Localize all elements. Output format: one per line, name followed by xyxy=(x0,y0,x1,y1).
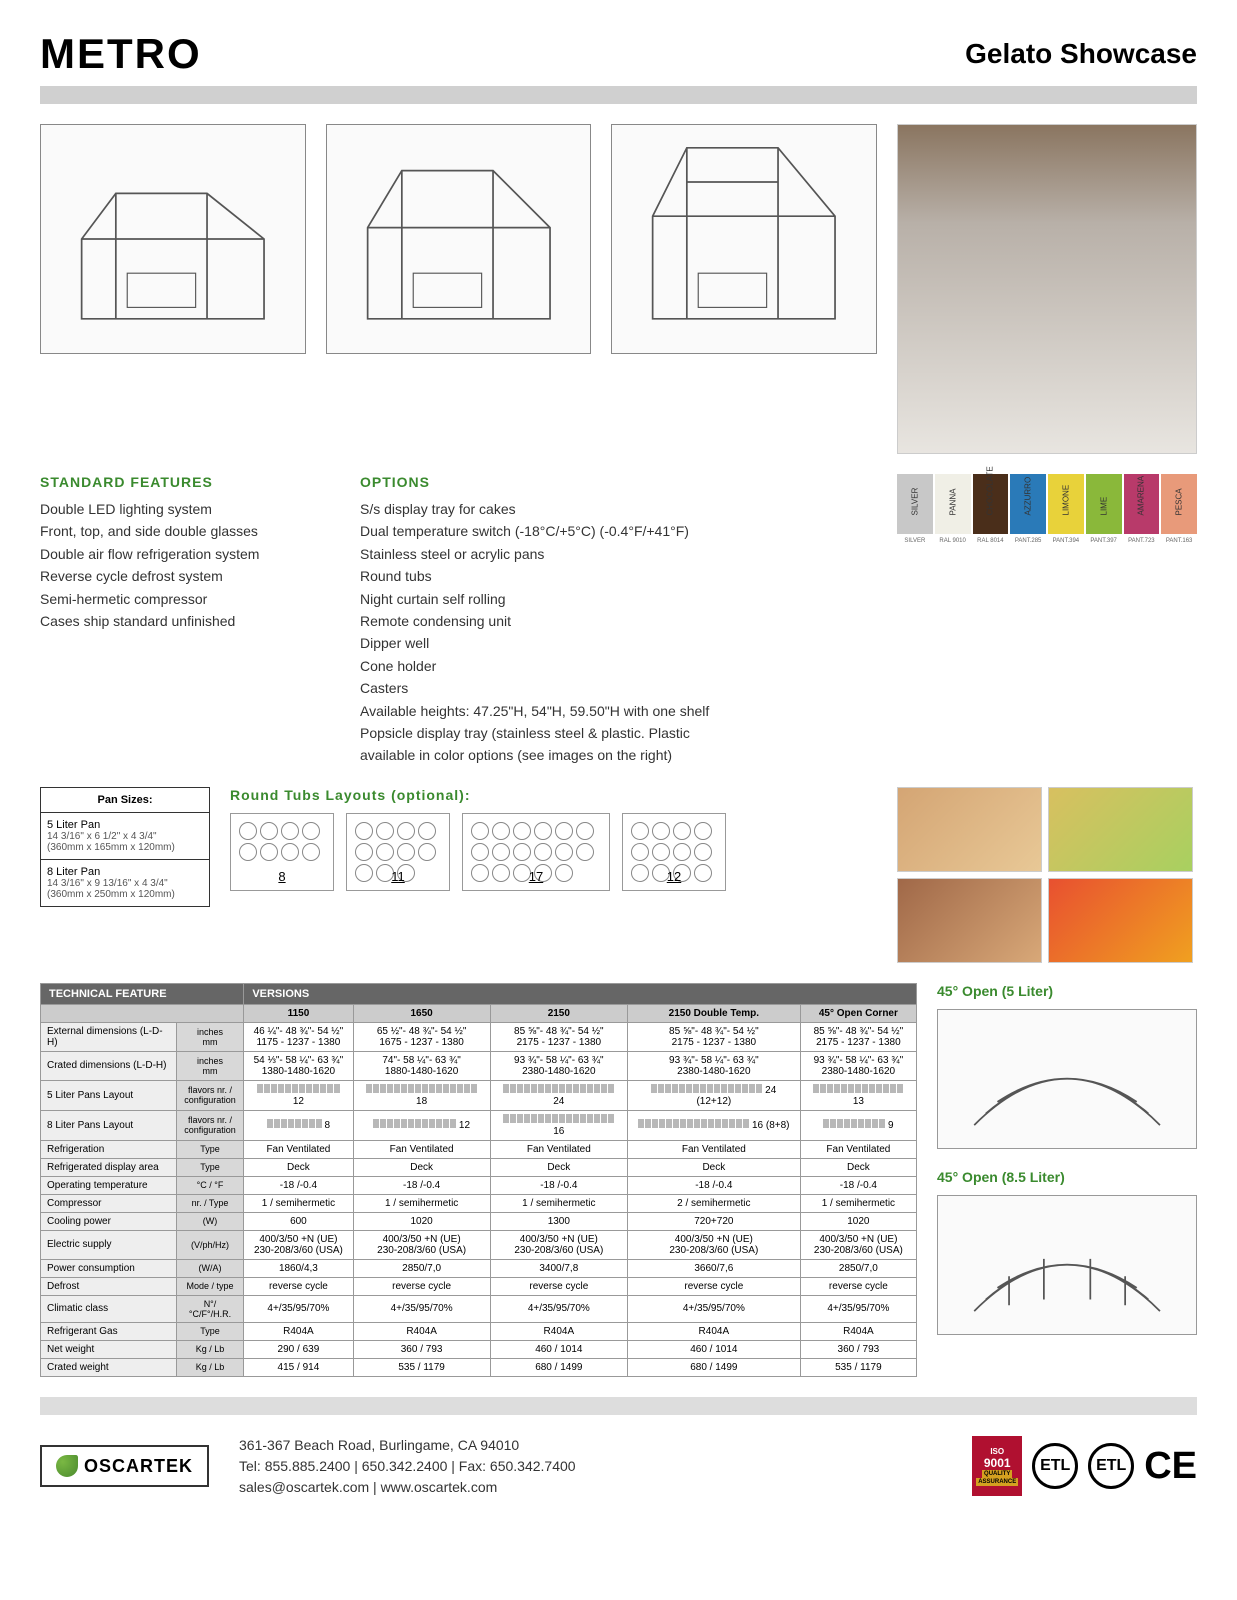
feature-item: Cases ship standard unfinished xyxy=(40,610,330,632)
page-title: METRO xyxy=(40,30,202,78)
feature-item: Reverse cycle defrost system xyxy=(40,565,330,587)
options-heading: OPTIONS xyxy=(360,474,780,490)
header: METRO Gelato Showcase xyxy=(40,30,1197,78)
thumbnail xyxy=(1048,787,1193,872)
pan-layouts-row: Pan Sizes: 5 Liter Pan14 3/16" x 6 1/2" … xyxy=(40,787,1197,963)
dimension-diagram-2 xyxy=(326,124,592,354)
corner-8l-diagram xyxy=(937,1195,1197,1335)
option-item: S/s display tray for cakes xyxy=(360,498,780,520)
features-options-row: STANDARD FEATURES Double LED lighting sy… xyxy=(40,474,1197,767)
options-list: S/s display tray for cakesDual temperatu… xyxy=(360,498,780,767)
web-email: sales@oscartek.com | www.oscartek.com xyxy=(239,1477,942,1498)
address: 361-367 Beach Road, Burlingame, CA 94010 xyxy=(239,1435,942,1456)
corner-5l-heading: 45° Open (5 Liter) xyxy=(937,983,1197,999)
swatch-captions: SILVERRAL 9010RAL 8014PANT.285PANT.394PA… xyxy=(897,538,1197,544)
color-swatch: PANNA xyxy=(935,474,971,534)
corner-5l-diagram xyxy=(937,1009,1197,1149)
color-swatch: LIME xyxy=(1086,474,1122,534)
etl-us-badge: ETL xyxy=(1088,1443,1134,1489)
option-item: available in color options (see images o… xyxy=(360,744,780,766)
pan-sizes-table: Pan Sizes: 5 Liter Pan14 3/16" x 6 1/2" … xyxy=(40,787,210,907)
option-item: Popsicle display tray (stainless steel &… xyxy=(360,722,780,744)
iso-badge: ISO 9001 QUALITY ASSURANCE xyxy=(972,1436,1022,1496)
telephone: Tel: 855.885.2400 | 650.342.2400 | Fax: … xyxy=(239,1456,942,1477)
feature-item: Front, top, and side double glasses xyxy=(40,520,330,542)
page-subtitle: Gelato Showcase xyxy=(965,38,1197,70)
option-item: Cone holder xyxy=(360,655,780,677)
option-item: Dual temperature switch (-18°C/+5°C) (-0… xyxy=(360,520,780,542)
brand-logo: OSCARTEK xyxy=(40,1445,209,1487)
dimension-diagram-1 xyxy=(40,124,306,354)
thumbnail xyxy=(897,787,1042,872)
pan-size-row: 5 Liter Pan14 3/16" x 6 1/2" x 4 3/4"(36… xyxy=(41,813,209,860)
option-item: Round tubs xyxy=(360,565,780,587)
option-item: Available heights: 47.25"H, 54"H, 59.50"… xyxy=(360,700,780,722)
feature-item: Double air flow refrigeration system xyxy=(40,543,330,565)
contact-info: 361-367 Beach Road, Burlingame, CA 94010… xyxy=(239,1435,942,1498)
diagrams-row xyxy=(40,124,1197,454)
feature-item: Semi-hermetic compressor xyxy=(40,588,330,610)
pan-sizes-heading: Pan Sizes: xyxy=(41,788,209,813)
color-swatch: LIMONE xyxy=(1048,474,1084,534)
option-item: Casters xyxy=(360,677,780,699)
tub-layout: 17 xyxy=(462,813,610,891)
product-photo xyxy=(897,124,1197,454)
tub-layout: 12 xyxy=(622,813,726,891)
standard-features-list: Double LED lighting systemFront, top, an… xyxy=(40,498,330,632)
option-item: Remote condensing unit xyxy=(360,610,780,632)
color-swatch: SILVER xyxy=(897,474,933,534)
tub-layout: 8 xyxy=(230,813,334,891)
color-swatches: SILVERPANNACHOCOLATEAZZURROLIMONELIMEAMA… xyxy=(897,474,1197,534)
pan-size-row: 8 Liter Pan14 3/16" x 9 13/16" x 4 3/4"(… xyxy=(41,860,209,906)
ce-mark: CE xyxy=(1144,1445,1197,1488)
feature-item: Double LED lighting system xyxy=(40,498,330,520)
standard-features-heading: STANDARD FEATURES xyxy=(40,474,330,490)
round-tubs-layouts: 8111712 xyxy=(230,813,877,891)
thumbnail xyxy=(897,878,1042,963)
header-bar xyxy=(40,86,1197,104)
thumbnail xyxy=(1048,878,1193,963)
footer: OSCARTEK 361-367 Beach Road, Burlingame,… xyxy=(40,1397,1197,1498)
leaf-icon xyxy=(56,1455,78,1477)
corner-8l-heading: 45° Open (8.5 Liter) xyxy=(937,1169,1197,1185)
brand-name: OSCARTEK xyxy=(84,1456,193,1477)
option-thumbnails xyxy=(897,787,1197,963)
option-item: Night curtain self rolling xyxy=(360,588,780,610)
technical-features-table: TECHNICAL FEATUREVERSIONS115016502150215… xyxy=(40,983,917,1377)
certifications: ISO 9001 QUALITY ASSURANCE ETL ETL CE xyxy=(972,1436,1197,1496)
color-swatch: PESCA xyxy=(1161,474,1197,534)
dimension-diagram-3 xyxy=(611,124,877,354)
color-swatch: AMARENA xyxy=(1124,474,1160,534)
option-item: Stainless steel or acrylic pans xyxy=(360,543,780,565)
option-item: Dipper well xyxy=(360,632,780,654)
color-swatch: CHOCOLATE xyxy=(973,474,1009,534)
tub-layout: 11 xyxy=(346,813,450,891)
color-swatch: AZZURRO xyxy=(1010,474,1046,534)
round-tubs-heading: Round Tubs Layouts (optional): xyxy=(230,787,877,803)
etl-badge: ETL xyxy=(1032,1443,1078,1489)
